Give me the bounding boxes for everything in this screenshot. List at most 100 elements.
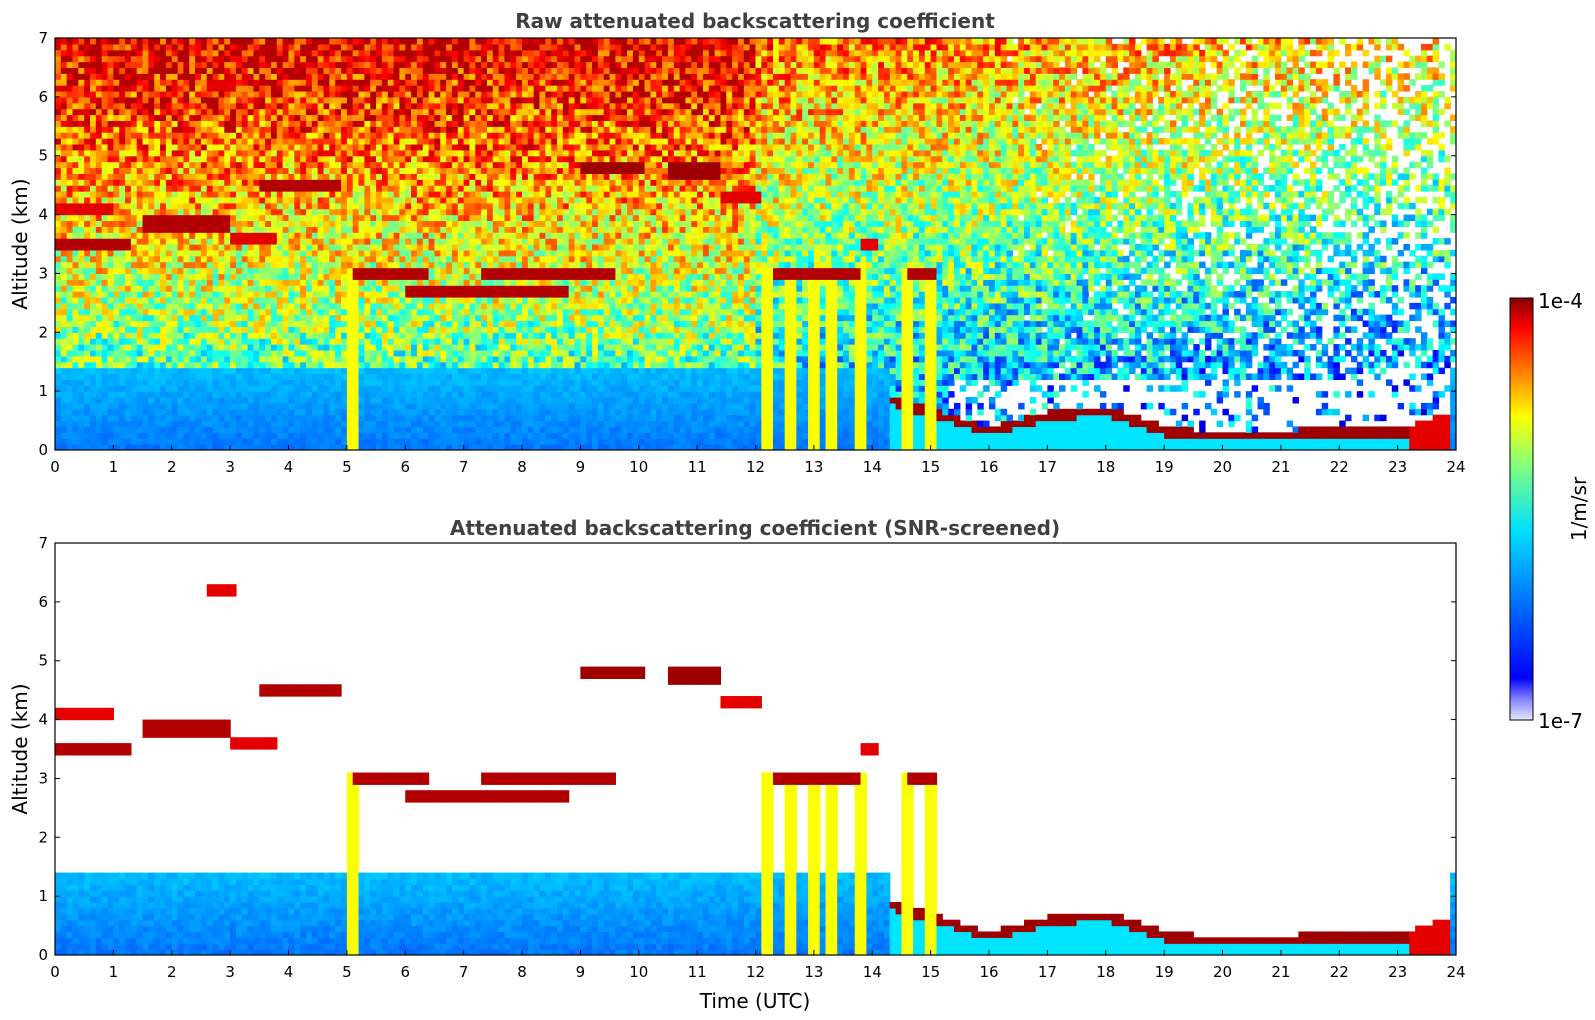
- heatmap-cell: [329, 249, 336, 257]
- heatmap-cell: [411, 444, 418, 450]
- heatmap-cell: [393, 232, 401, 239]
- heatmap-cell: [84, 385, 91, 392]
- heatmap-cell: [78, 385, 85, 392]
- heatmap-cell: [235, 155, 243, 163]
- heatmap-cell: [84, 355, 91, 363]
- heatmap-cell: [113, 138, 120, 145]
- heatmap-cell: [288, 167, 295, 174]
- heatmap-cell: [241, 220, 249, 227]
- heatmap-cell: [434, 173, 441, 180]
- heatmap-cell: [136, 143, 144, 151]
- heatmap-cell: [306, 96, 313, 104]
- heatmap-cell: [451, 49, 459, 57]
- heatmap-cell: [78, 67, 85, 74]
- heatmap-cell: [323, 73, 330, 80]
- heatmap-cell: [136, 279, 144, 286]
- heatmap-cell: [381, 226, 389, 233]
- heatmap-cell: [294, 249, 301, 257]
- heatmap-cell: [125, 226, 132, 233]
- heatmap-cell: [125, 255, 132, 263]
- heatmap-cell: [434, 308, 441, 316]
- heatmap-cell: [393, 179, 401, 186]
- heatmap-cell: [358, 391, 365, 398]
- heatmap-cell: [446, 279, 453, 286]
- heatmap-cell: [130, 379, 138, 386]
- heatmap-cell: [125, 397, 132, 404]
- heatmap-cell: [224, 291, 231, 298]
- heatmap-cell: [451, 96, 459, 104]
- heatmap-cell: [265, 73, 272, 80]
- heatmap-cell: [463, 55, 471, 63]
- heatmap-cell: [130, 344, 138, 351]
- heatmap-cell: [78, 391, 85, 398]
- heatmap-cell: [381, 444, 389, 450]
- heatmap-cell: [352, 102, 360, 110]
- heatmap-cell: [411, 344, 418, 351]
- heatmap-cell: [282, 191, 290, 198]
- heatmap-cell: [148, 438, 155, 445]
- heatmap-cell: [341, 391, 348, 398]
- heatmap-cell: [177, 55, 185, 63]
- heatmap-cell: [107, 238, 114, 245]
- heatmap-cell: [288, 79, 295, 86]
- heatmap-cell: [393, 426, 401, 433]
- heatmap-cell: [130, 320, 138, 327]
- heatmap-cell: [300, 108, 307, 116]
- heatmap-cell: [101, 444, 109, 450]
- heatmap-cell: [411, 302, 418, 310]
- heatmap-cell: [142, 291, 149, 298]
- heatmap-cell: [463, 132, 471, 139]
- heatmap-cell: [416, 126, 424, 133]
- heatmap-cell: [66, 79, 74, 86]
- heatmap-cell: [142, 43, 149, 51]
- heatmap-cell: [247, 67, 255, 74]
- heatmap-cell: [341, 273, 348, 280]
- heatmap-cell: [422, 296, 430, 304]
- heatmap-cell: [148, 214, 155, 222]
- heatmap-cell: [200, 308, 208, 316]
- heatmap-cell: [218, 149, 225, 157]
- heatmap-cell: [387, 308, 395, 316]
- heatmap-cell: [119, 96, 126, 104]
- heatmap-cell: [218, 108, 225, 116]
- heatmap-cell: [259, 349, 266, 357]
- heatmap-cell: [440, 226, 447, 233]
- heatmap-cell: [300, 373, 307, 380]
- heatmap-cell: [113, 402, 120, 410]
- heatmap-cell: [422, 161, 430, 169]
- heatmap-cell: [177, 367, 185, 375]
- heatmap-cell: [311, 149, 319, 157]
- heatmap-cell: [113, 414, 120, 422]
- heatmap-cell: [428, 191, 436, 198]
- heatmap-cell: [265, 291, 272, 298]
- heatmap-cell: [294, 261, 301, 269]
- heatmap-cell: [265, 143, 272, 151]
- heatmap-cell: [411, 244, 418, 251]
- heatmap-cell: [78, 320, 85, 327]
- heatmap-cell: [352, 349, 360, 357]
- heatmap-cell: [306, 267, 313, 275]
- heatmap-cell: [212, 373, 220, 380]
- heatmap-cell: [416, 38, 424, 45]
- heatmap-cell: [189, 338, 196, 345]
- heatmap-cell: [195, 308, 202, 316]
- heatmap-cell: [95, 296, 103, 304]
- heatmap-cell: [212, 202, 220, 210]
- heatmap-cell: [218, 85, 225, 92]
- heatmap-cell: [136, 426, 144, 433]
- heatmap-cell: [294, 338, 301, 345]
- heatmap-cell: [200, 43, 208, 51]
- heatmap-cell: [352, 161, 360, 169]
- heatmap-cell: [329, 408, 336, 416]
- heatmap-cell: [101, 408, 109, 416]
- heatmap-cell: [130, 126, 138, 133]
- heatmap-cell: [78, 326, 85, 333]
- heatmap-cell: [411, 432, 418, 439]
- heatmap-cell: [265, 43, 272, 51]
- heatmap-cell: [306, 296, 313, 304]
- heatmap-cell: [90, 167, 97, 174]
- heatmap-cell: [84, 102, 91, 110]
- heatmap-cell: [416, 414, 424, 422]
- heatmap-cell: [358, 67, 365, 74]
- heatmap-cell: [440, 367, 447, 375]
